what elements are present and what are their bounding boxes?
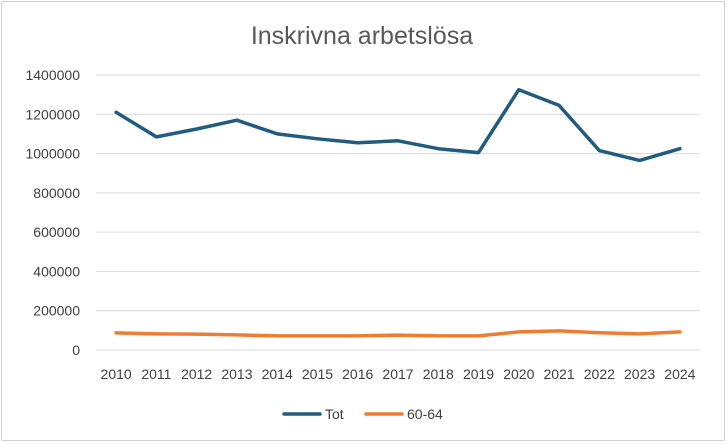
x-tick-label: 2017 xyxy=(382,366,413,382)
x-tick-label: 2022 xyxy=(584,366,615,382)
x-tick-label: 2010 xyxy=(101,366,132,382)
x-tick-label: 2021 xyxy=(543,366,574,382)
x-tick-label: 2013 xyxy=(221,366,252,382)
x-tick-label: 2019 xyxy=(463,366,494,382)
legend-label: 60-64 xyxy=(407,406,443,422)
series-line-tot xyxy=(114,87,682,163)
y-tick-label: 1400000 xyxy=(25,67,80,83)
x-tick-label: 2011 xyxy=(141,366,171,382)
y-tick-label: 400000 xyxy=(33,263,80,279)
x-tick-label: 2018 xyxy=(423,366,454,382)
x-tick-label: 2020 xyxy=(503,366,534,382)
series-lines xyxy=(114,87,682,338)
y-tick-label: 800000 xyxy=(33,185,80,201)
x-axis-ticks: 2010 2011 2012 2013 2014 2015 2016 2017 2018 2019… xyxy=(101,366,696,382)
y-tick-label: 0 xyxy=(72,342,80,358)
legend: Tot 60-64 xyxy=(282,406,443,422)
y-axis-ticks: 0 200000 400000 600000 800000 1000000 1200000 1… xyxy=(25,67,80,358)
x-tick-label: 2012 xyxy=(181,366,212,382)
x-tick-label: 2014 xyxy=(262,366,293,382)
y-tick-label: 1200000 xyxy=(25,106,80,122)
legend-label: Tot xyxy=(325,406,344,422)
gridlines xyxy=(96,74,700,351)
x-tick-label: 2024 xyxy=(664,366,695,382)
x-tick-label: 2016 xyxy=(342,366,373,382)
x-tick-label: 2023 xyxy=(624,366,655,382)
y-tick-label: 200000 xyxy=(33,303,80,319)
x-tick-label: 2015 xyxy=(302,366,333,382)
chart-title: Inskrivna arbetslösa xyxy=(251,22,473,50)
y-tick-label: 1000000 xyxy=(25,146,80,162)
y-tick-label: 600000 xyxy=(33,224,80,240)
series-line-60-64 xyxy=(114,329,682,338)
